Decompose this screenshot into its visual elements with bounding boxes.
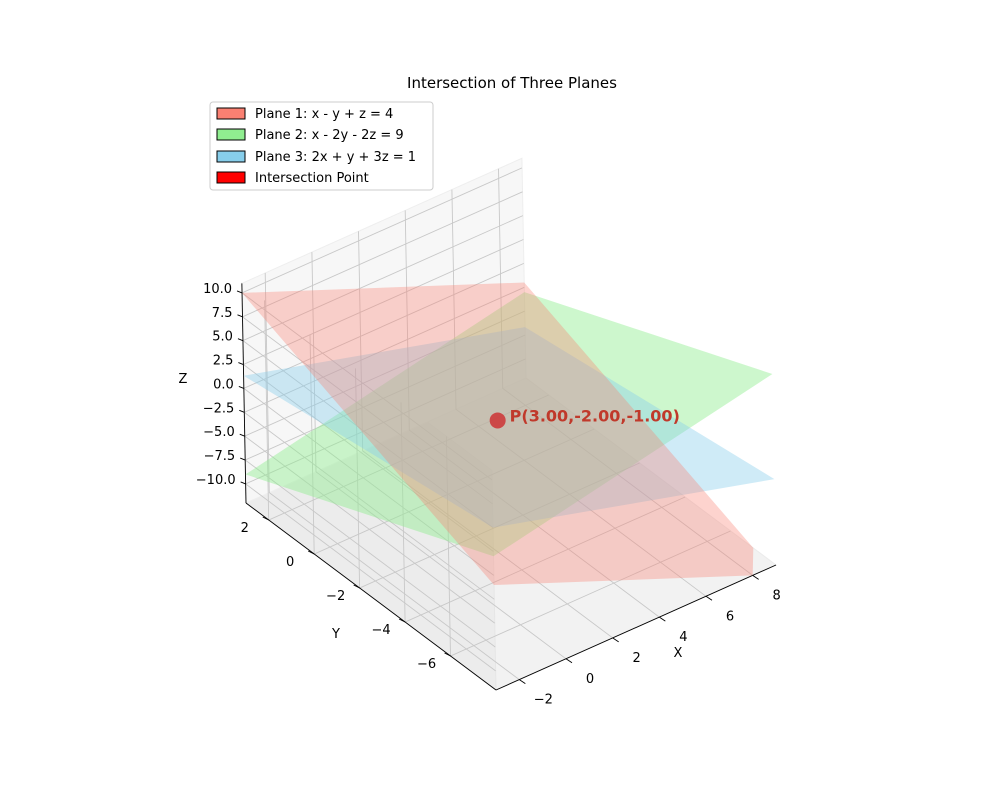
planes bbox=[242, 282, 775, 585]
y-tick-label: 0 bbox=[286, 555, 294, 570]
y-tick-mark bbox=[444, 652, 451, 657]
z-tick-label: 10.0 bbox=[203, 282, 232, 297]
legend-label: Plane 3: 2x + y + 3z = 1 bbox=[255, 150, 416, 165]
x-grid-line bbox=[404, 210, 660, 618]
legend-label: Plane 1: x - y + z = 4 bbox=[255, 107, 393, 122]
x-tick-mark bbox=[705, 595, 713, 601]
legend-frame bbox=[209, 101, 434, 191]
y-tick-mark bbox=[398, 618, 406, 623]
ticks: −2 0 2 4 6 8 −6 −4 −2 0 2 10.0 7.5 5.0 2.5 0.0 −2.5 −5.0 −… bbox=[196, 282, 781, 708]
y-tick-mark bbox=[307, 550, 315, 555]
x-tick-mark bbox=[752, 575, 759, 580]
z-tick-mark bbox=[239, 433, 245, 437]
y-axis-label: Y bbox=[331, 627, 340, 642]
x-tick-label: 8 bbox=[773, 588, 781, 603]
x-axis-label: X bbox=[674, 646, 683, 661]
y-tick-mark bbox=[353, 584, 360, 589]
x-grid-line bbox=[498, 168, 753, 576]
x-tick-mark bbox=[612, 637, 619, 643]
z-tick-mark bbox=[238, 385, 245, 389]
z-tick-mark bbox=[240, 457, 246, 461]
y-tick-mark bbox=[262, 516, 269, 521]
y-tick-label: 2 bbox=[241, 521, 249, 536]
z-axis-label: Z bbox=[179, 372, 188, 387]
z-tick-label: 7.5 bbox=[212, 306, 233, 321]
z-tick-mark bbox=[239, 409, 245, 413]
z-tick-mark bbox=[237, 338, 244, 342]
z-tick-label: −2.5 bbox=[203, 401, 235, 416]
x-grid-line bbox=[264, 272, 520, 680]
chart-title: Intersection of Three Planes bbox=[407, 74, 617, 92]
legend-swatch bbox=[216, 150, 246, 163]
z-tick-mark bbox=[237, 314, 243, 318]
legend-swatch bbox=[216, 171, 246, 184]
z-tick-mark bbox=[240, 481, 246, 485]
legend-swatch bbox=[216, 128, 246, 141]
intersection-point-marker bbox=[489, 412, 506, 429]
x-grid-line bbox=[451, 189, 707, 597]
z-tick-label: 5.0 bbox=[212, 330, 233, 345]
x-tick-label: 0 bbox=[586, 672, 594, 687]
legend-item: Plane 2: x - 2y - 2z = 9 bbox=[216, 128, 404, 143]
legend: Plane 1: x - y + z = 4 Plane 2: x - 2y -… bbox=[209, 101, 434, 191]
intersection-point-label: P(3.00,-2.00,-1.00) bbox=[510, 406, 680, 425]
z-tick-label: −5.0 bbox=[203, 425, 235, 440]
legend-label: Plane 2: x - 2y - 2z = 9 bbox=[255, 128, 404, 143]
x-tick-label: 4 bbox=[679, 630, 687, 645]
x-tick-label: 6 bbox=[726, 609, 734, 624]
y-tick-label: −2 bbox=[326, 589, 345, 604]
z-tick-mark bbox=[236, 290, 243, 294]
legend-item: Plane 3: 2x + y + 3z = 1 bbox=[216, 150, 416, 165]
legend-item: Intersection Point bbox=[216, 171, 369, 186]
x-axis-line bbox=[495, 564, 777, 691]
legend-item: Plane 1: x - y + z = 4 bbox=[216, 107, 393, 122]
plane-1 bbox=[242, 282, 754, 585]
legend-swatch bbox=[216, 107, 246, 120]
axis-lines bbox=[241, 283, 777, 691]
x-tick-mark bbox=[659, 616, 666, 622]
z-tick-label: −7.5 bbox=[204, 449, 236, 464]
y-tick-label: −4 bbox=[372, 623, 391, 638]
plane-2 bbox=[245, 292, 773, 557]
plane-3 bbox=[243, 327, 775, 528]
intersection-point-layer: P(3.00,-2.00,-1.00) bbox=[489, 406, 680, 429]
y-axis-line bbox=[245, 502, 497, 691]
x-grid-line bbox=[358, 231, 613, 639]
z-tick-label: −10.0 bbox=[196, 473, 236, 488]
z-axis-line bbox=[241, 283, 247, 504]
x-grid-line bbox=[311, 252, 567, 660]
x-tick-mark bbox=[519, 679, 526, 684]
x-tick-label: −2 bbox=[534, 693, 553, 708]
z-tick-mark bbox=[238, 362, 244, 365]
x-tick-mark bbox=[565, 658, 573, 664]
z-tick-label: 2.5 bbox=[213, 354, 234, 369]
z-tick-label: 0.0 bbox=[213, 377, 234, 392]
y-tick-label: −6 bbox=[417, 657, 436, 672]
x-tick-label: 2 bbox=[633, 651, 641, 666]
legend-label: Intersection Point bbox=[255, 171, 369, 186]
